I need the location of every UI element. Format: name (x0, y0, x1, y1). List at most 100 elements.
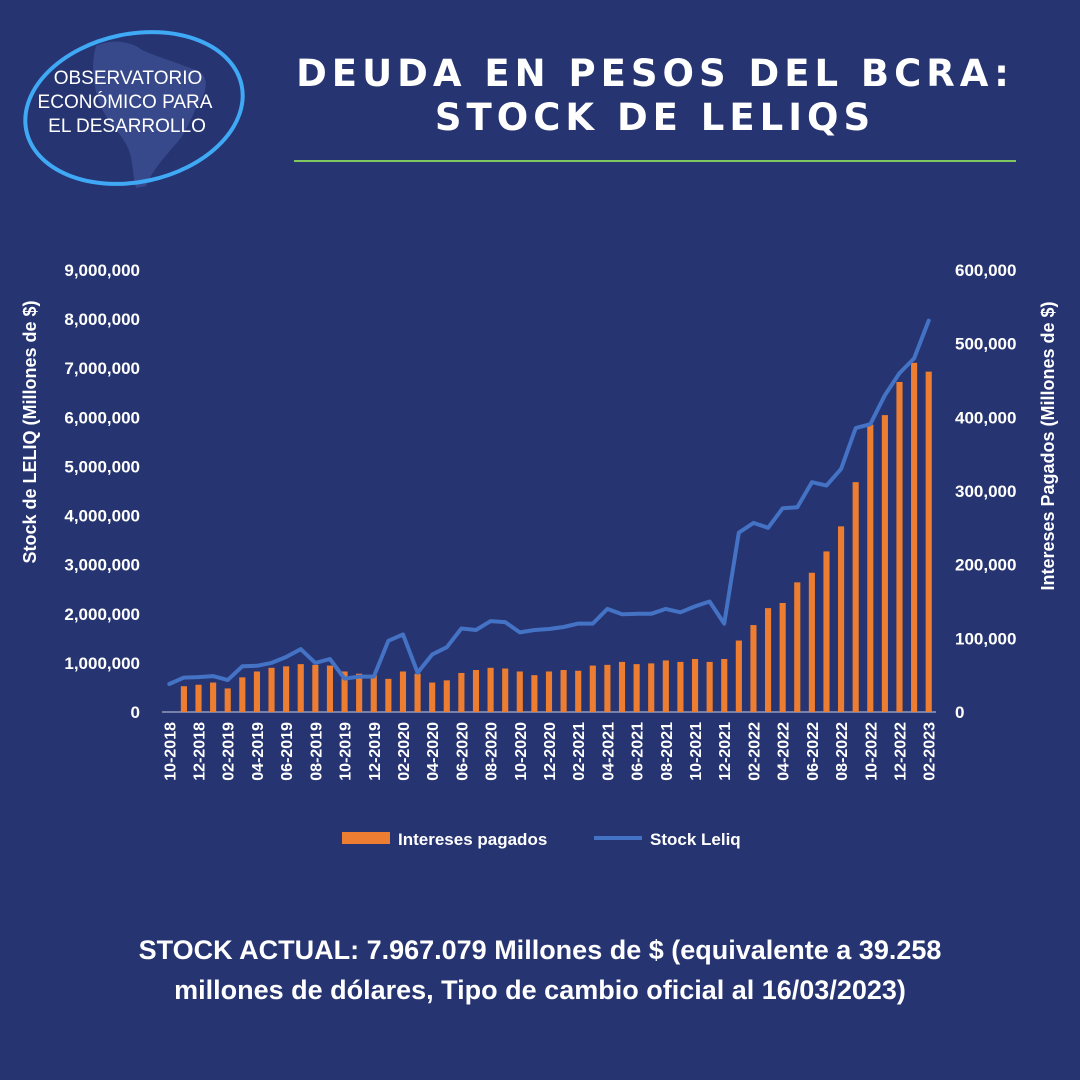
x-tick-label: 10-2020 (513, 722, 530, 781)
y2-tick-label: 200,000 (955, 556, 1016, 575)
x-tick-label: 06-2022 (805, 722, 822, 781)
title-divider (294, 160, 1016, 162)
logo-line-2: ECONÓMICO PARA (38, 91, 213, 113)
interest-bar (531, 675, 538, 712)
x-tick-label: 08-2022 (834, 722, 851, 781)
x-tick-label: 04-2020 (425, 722, 442, 781)
x-tick-label: 08-2020 (484, 722, 501, 781)
x-tick-label: 04-2019 (250, 722, 267, 781)
interest-bar (472, 670, 480, 712)
footer-line-1: STOCK ACTUAL: 7.967.079 Millones de $ (e… (138, 935, 942, 965)
x-tick-label: 06-2020 (454, 722, 471, 781)
interest-bar (429, 682, 436, 712)
y2-tick-label: 600,000 (955, 261, 1016, 280)
interest-bar (794, 582, 801, 712)
x-tick-label: 12-2019 (367, 722, 384, 781)
interest-bar (399, 671, 407, 712)
interest-bar (867, 424, 874, 712)
interest-bar (691, 658, 699, 712)
interest-bar (735, 640, 742, 712)
interest-bar (195, 684, 202, 712)
x-tick-label: 02-2022 (747, 722, 764, 781)
x-tick-label: 06-2021 (630, 722, 647, 781)
x-tick-label: 12-2022 (893, 722, 910, 781)
x-tick-label: 02-2019 (221, 722, 238, 781)
x-tick-label: 06-2019 (279, 722, 296, 781)
y2-tick-label: 400,000 (955, 408, 1016, 427)
y2-tick-label: 300,000 (955, 482, 1016, 501)
interest-bar (706, 661, 713, 712)
interest-bar (560, 670, 567, 712)
logo-line-1: OBSERVATORIO (54, 68, 203, 89)
y-tick-label: 8,000,000 (64, 310, 140, 329)
x-tick-label: 04-2022 (776, 722, 793, 781)
interest-bar (545, 671, 553, 712)
interest-bar (326, 665, 334, 712)
title-line-2: STOCK DE LELIQS (434, 96, 876, 139)
interest-bar (721, 658, 728, 712)
stock-leliq-line (167, 318, 931, 686)
title-line-1: DEUDA EN PESOS DEL BCRA: (296, 52, 1014, 95)
interest-bar (823, 551, 830, 712)
interest-bar (341, 671, 348, 712)
logo: OBSERVATORIO ECONÓMICO PARA EL DESARROLL… (23, 30, 245, 189)
interest-bar (312, 664, 319, 712)
interest-bar (589, 665, 596, 712)
y-tick-label: 7,000,000 (64, 359, 140, 378)
interest-bar (750, 625, 757, 712)
x-tick-label: 02-2020 (396, 722, 413, 781)
y-tick-label: 3,000,000 (64, 556, 140, 575)
interest-bar (852, 482, 859, 712)
interest-bar (180, 686, 187, 712)
x-tick-label: 10-2021 (688, 722, 705, 781)
x-tick-label: 12-2020 (542, 722, 559, 781)
interest-bar (896, 381, 903, 712)
interest-bar (604, 664, 611, 712)
interest-bar (210, 682, 217, 712)
x-tick-label: 02-2023 (922, 722, 939, 781)
logo-line-3: EL DESARROLLO (48, 116, 206, 137)
interest-bar (283, 666, 290, 712)
interest-bar (370, 675, 377, 712)
x-tick-label: 12-2021 (717, 722, 734, 781)
interest-bar (633, 664, 640, 712)
interest-bar (764, 608, 772, 712)
x-tick-label: 02-2021 (571, 722, 588, 781)
interest-bar (385, 678, 392, 712)
interest-bar (677, 661, 684, 712)
y2-tick-label: 500,000 (955, 335, 1016, 354)
interest-bar (575, 670, 582, 712)
y2-tick-label: 0 (955, 703, 964, 722)
page-title: DEUDA EN PESOS DEL BCRA: STOCK DE LELIQS (290, 52, 1020, 140)
footer-note: STOCK ACTUAL: 7.967.079 Millones de $ (e… (40, 930, 1040, 1010)
x-tick-label: 04-2021 (600, 722, 617, 781)
legend-swatch-bars (342, 832, 390, 844)
x-tick-label: 12-2018 (192, 722, 209, 781)
y-tick-label: 0 (131, 703, 140, 722)
x-tick-label: 10-2018 (162, 722, 179, 781)
interest-bar (268, 667, 275, 712)
interest-bar (648, 663, 655, 712)
interest-bar (881, 415, 888, 712)
interest-bar (618, 661, 626, 712)
interest-bar (911, 362, 918, 712)
y2-axis-label: Intereses Pagados (Millones de $) (1038, 301, 1058, 590)
y-tick-label: 5,000,000 (64, 457, 140, 476)
x-tick-label: 10-2019 (338, 722, 355, 781)
interest-bar (808, 572, 815, 712)
interest-bar (458, 672, 465, 712)
interest-bar (779, 602, 786, 712)
y-axis-label: Stock de LELIQ (Millones de $) (20, 300, 40, 563)
interest-bar (838, 526, 845, 712)
legend: Intereses pagados Stock Leliq (342, 830, 741, 849)
x-tick-label: 08-2021 (659, 722, 676, 781)
south-america-map-icon (93, 41, 206, 189)
x-tick-label: 08-2019 (308, 722, 325, 781)
interest-bar (297, 664, 304, 712)
y-tick-label: 4,000,000 (64, 507, 140, 526)
interest-bar (662, 660, 669, 712)
interest-bar (253, 671, 260, 712)
y-tick-label: 1,000,000 (64, 654, 140, 673)
chart: 0 1,000,000 2,000,000 3,000,000 4,000,000 5,0… (20, 261, 1058, 849)
y-tick-label: 6,000,000 (64, 408, 140, 427)
